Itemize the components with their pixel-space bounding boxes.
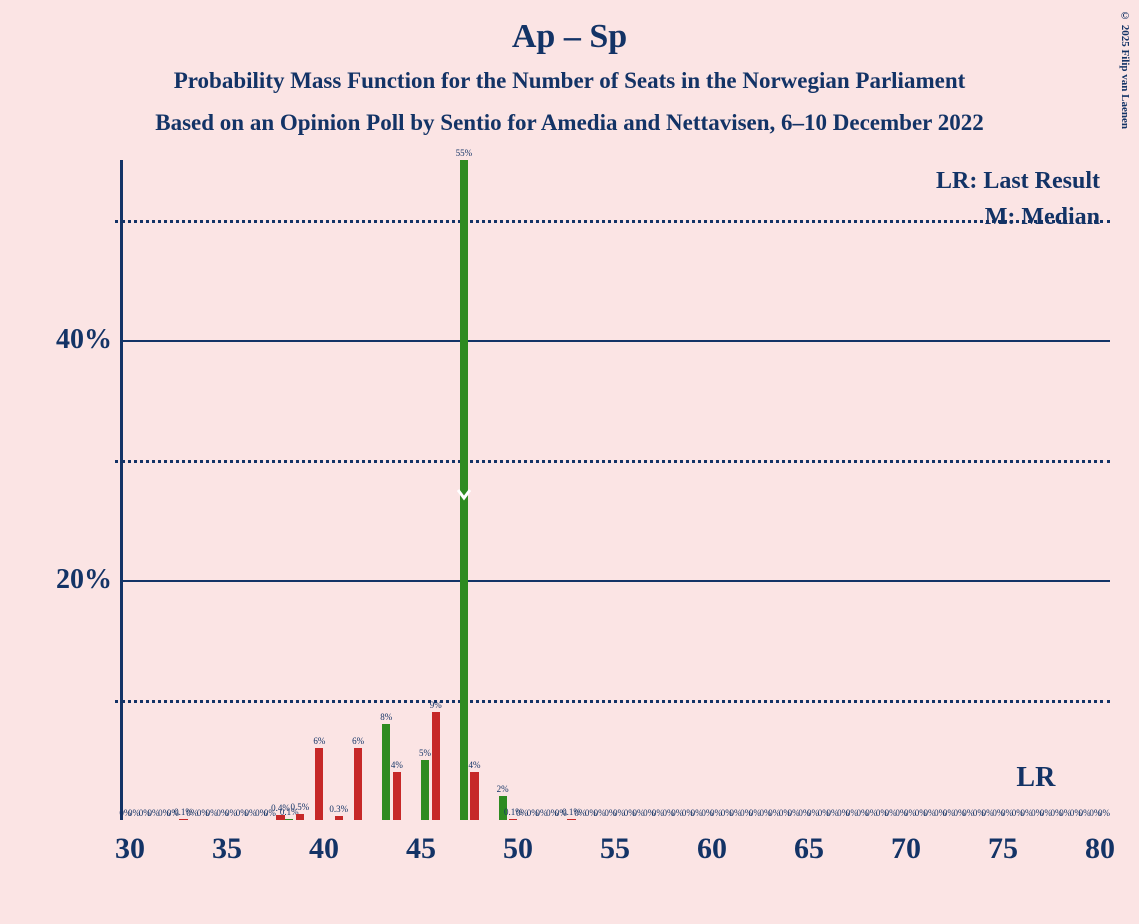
bar-value-label: 4% [391, 760, 403, 770]
x-tick-label: 80 [1085, 832, 1115, 866]
legend-lr: LR: Last Result [936, 168, 1100, 195]
chart-title: Ap – Sp [0, 18, 1139, 56]
bar-value-label: 6% [313, 736, 325, 746]
bar-value-label: 8% [380, 712, 392, 722]
x-tick-label: 60 [697, 832, 727, 866]
bar-value-label: 0.3% [329, 804, 348, 814]
y-tick-label: 40% [56, 324, 112, 356]
bar-green: 0.1% [285, 819, 293, 820]
bar-value-label: 0% [1098, 808, 1110, 818]
bar-red: 6% [354, 748, 362, 820]
x-axis-labels: 3035404550556065707580 [120, 832, 1110, 872]
median-marker-icon [457, 488, 471, 502]
bar-value-label: 0.5% [291, 802, 310, 812]
bar-value-label: 2% [497, 784, 509, 794]
x-tick-label: 45 [406, 832, 436, 866]
bar-red: 4% [470, 772, 478, 820]
bar-red: 0.1% [509, 819, 517, 820]
bar-red: 0.5% [296, 814, 304, 820]
bar-value-label: 4% [469, 760, 481, 770]
bar-value-label: 6% [352, 736, 364, 746]
chart-subtitle-2: Based on an Opinion Poll by Sentio for A… [0, 110, 1139, 136]
plot-area: 40%20% 0%0%0%0%0%0%0.1%0%0%0%0%0%0%0%0%0… [120, 160, 1110, 820]
bar-red: 0.1% [179, 819, 187, 820]
x-tick-label: 65 [794, 832, 824, 866]
y-tick-label: 20% [56, 564, 112, 596]
bar-red: 9% [432, 712, 440, 820]
legend-m: M: Median [985, 204, 1100, 231]
x-tick-label: 30 [115, 832, 145, 866]
x-tick-label: 55 [600, 832, 630, 866]
lr-marker: LR [1016, 762, 1055, 794]
x-tick-label: 50 [503, 832, 533, 866]
bar-green: 8% [382, 724, 390, 820]
bar-red: 6% [315, 748, 323, 820]
bars-container: 0%0%0%0%0%0%0.1%0%0%0%0%0%0%0%0%0%0.4%0.… [120, 160, 1110, 820]
bar-red: 4% [393, 772, 401, 820]
x-tick-label: 35 [212, 832, 242, 866]
bar-value-label: 9% [430, 700, 442, 710]
x-tick-label: 70 [891, 832, 921, 866]
x-tick-label: 75 [988, 832, 1018, 866]
bar-value-label: 5% [419, 748, 431, 758]
bar-value-label: 55% [456, 148, 473, 158]
chart-subtitle-1: Probability Mass Function for the Number… [0, 68, 1139, 94]
bar-green: 5% [421, 760, 429, 820]
bar-red: 0.3% [335, 816, 343, 820]
x-tick-label: 40 [309, 832, 339, 866]
bar-red: 0.1% [567, 819, 575, 820]
